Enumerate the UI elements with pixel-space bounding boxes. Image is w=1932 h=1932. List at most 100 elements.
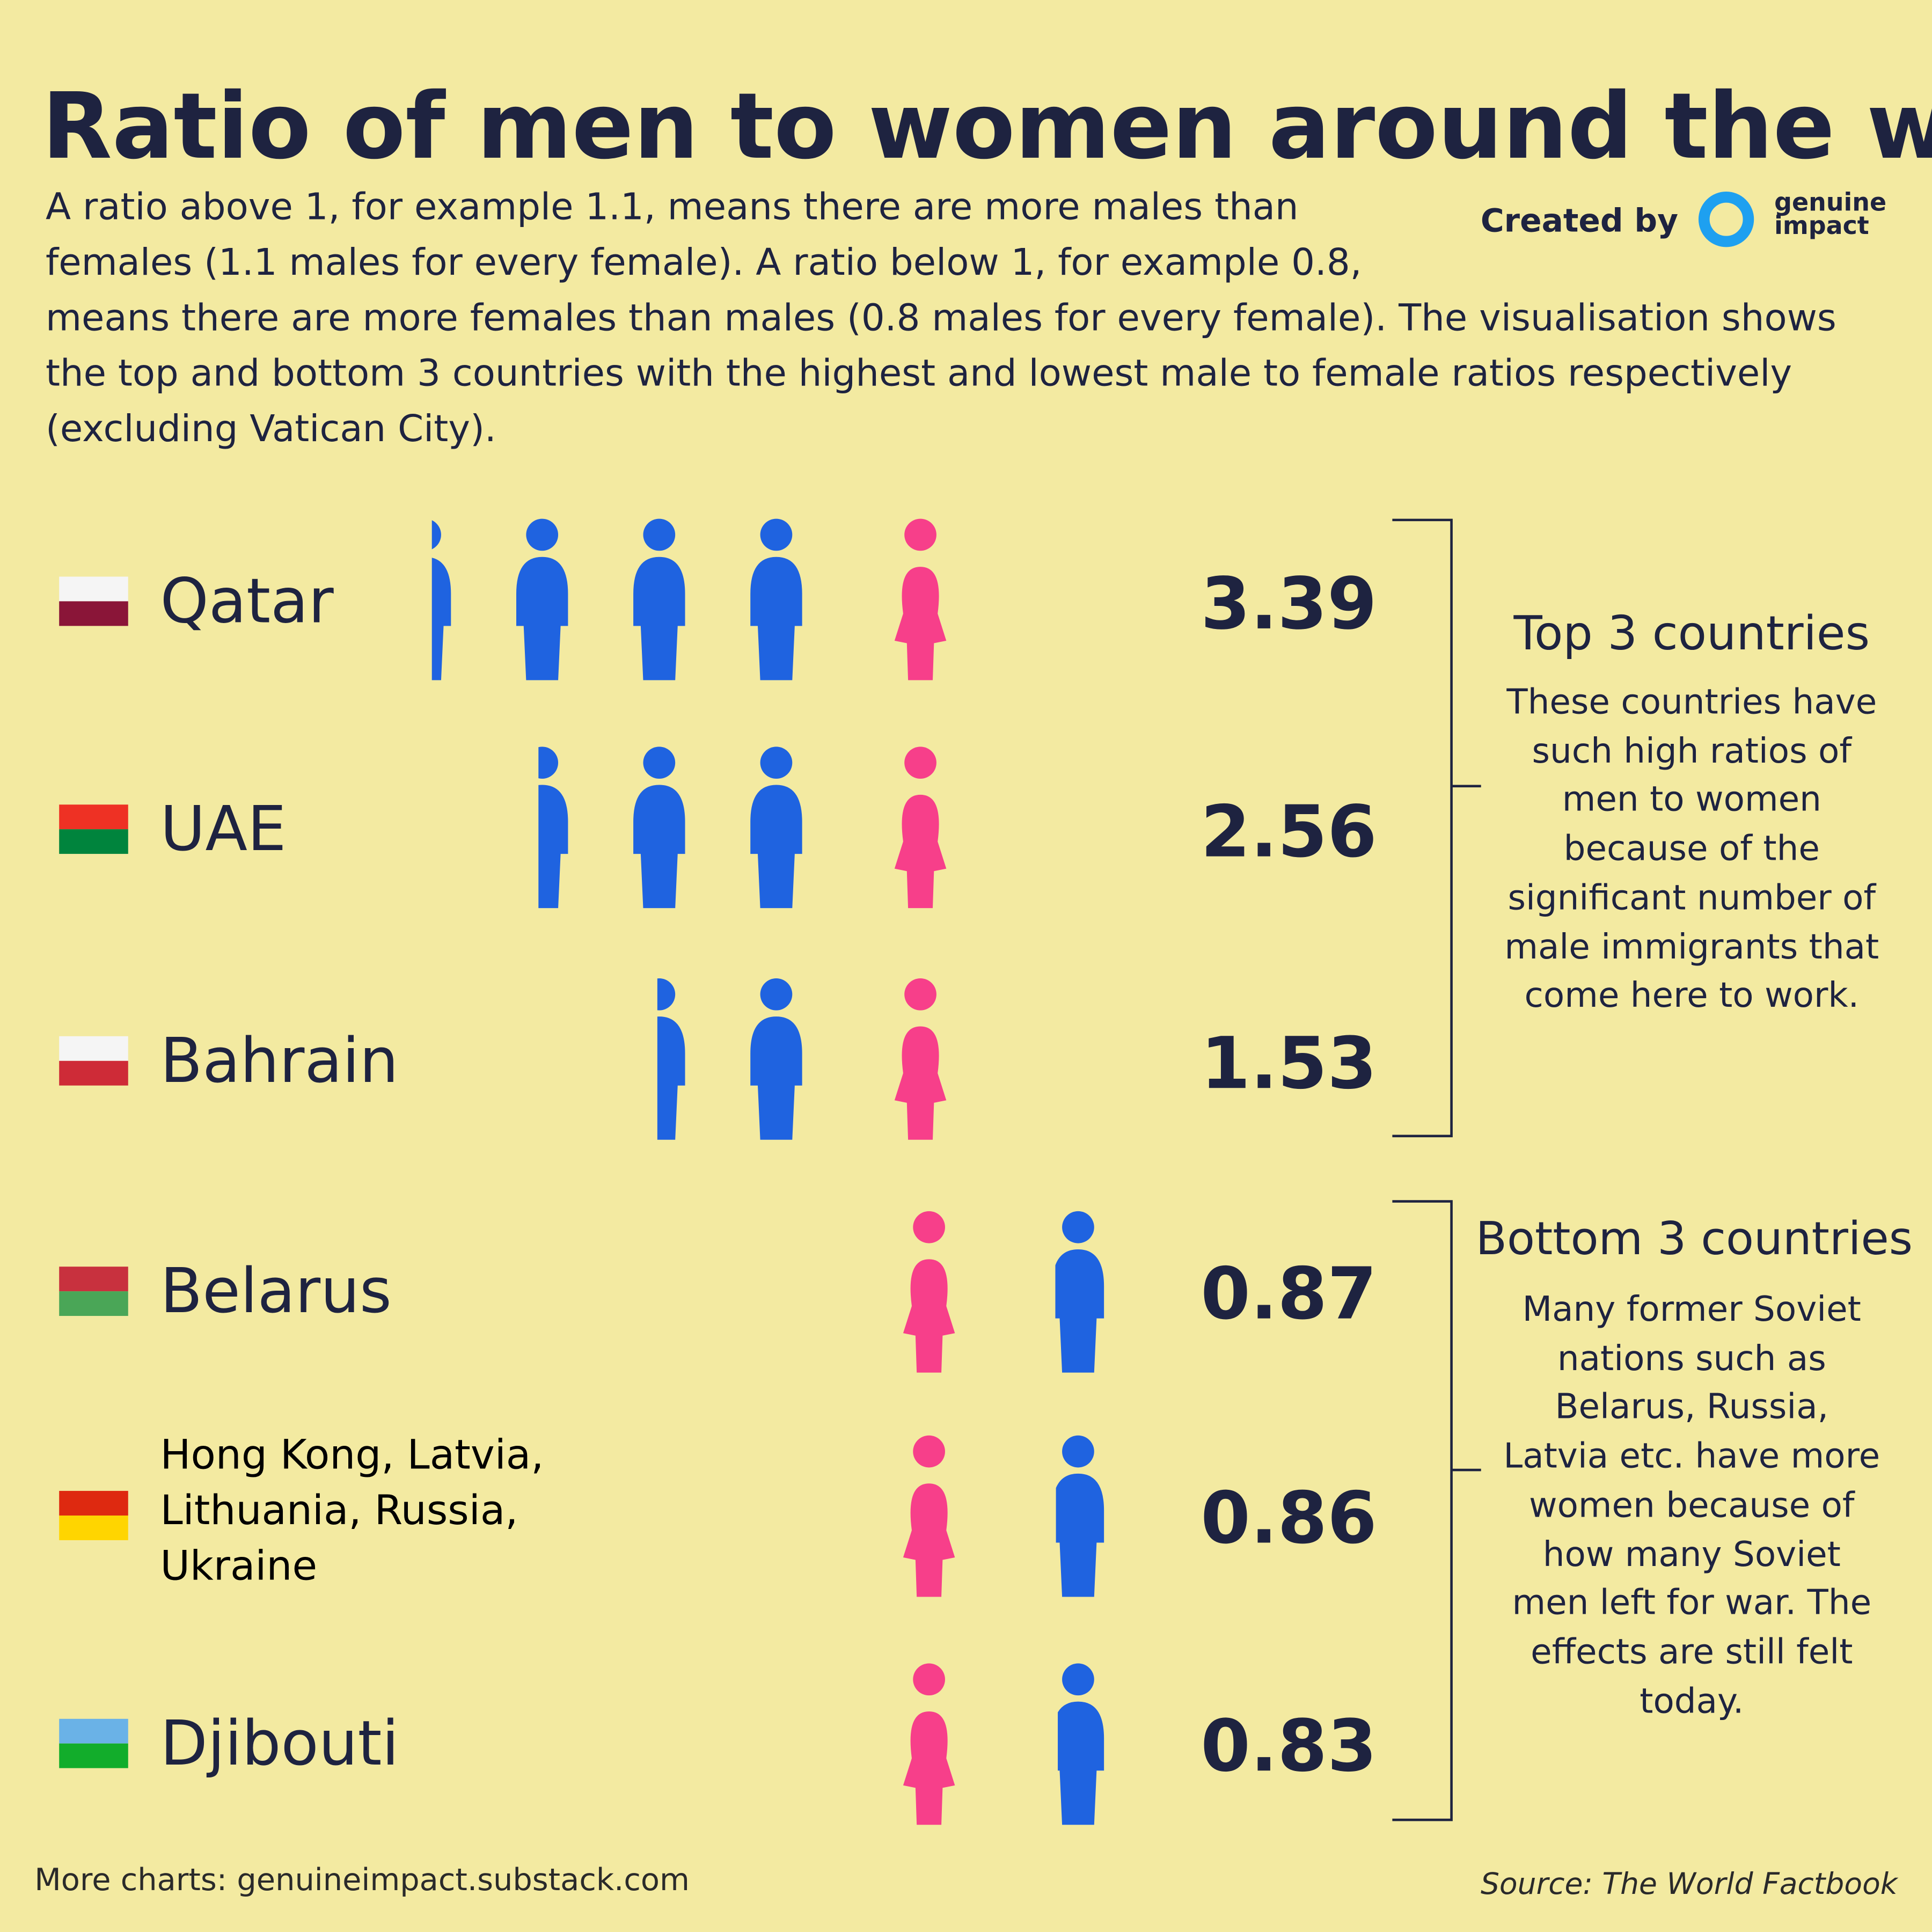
footer: More charts: genuineimpact.substack.com	[34, 1862, 690, 1898]
flag	[59, 829, 128, 854]
head	[643, 518, 676, 551]
row: Hong Kong, Latvia, Lithuania, Russia, Uk…	[59, 1431, 1377, 1597]
flag	[59, 1060, 128, 1086]
flag	[59, 1267, 128, 1292]
body	[633, 785, 685, 909]
flag	[59, 804, 128, 830]
group-text-box: These countries have such high ratios of…	[1504, 681, 1879, 1016]
male-icon	[750, 518, 802, 680]
rows: Qatar 3.39 UAE 2.56 Bahrain 1.53 Belarus 0.87 Ho…	[59, 518, 1377, 1825]
male-icon	[657, 978, 685, 1140]
category-label: Belarus	[160, 1255, 391, 1327]
body	[1056, 1473, 1104, 1597]
male-icon-shape	[750, 747, 802, 909]
head	[538, 747, 559, 779]
brand: genuine impact	[1774, 191, 1887, 240]
category-label: Qatar	[160, 565, 334, 637]
body	[633, 557, 685, 680]
value-label: 0.87	[1201, 1253, 1377, 1336]
group-text-box: Many former Soviet nations such as Belar…	[1503, 1289, 1880, 1721]
male-icon-shape	[633, 747, 685, 909]
body	[903, 1711, 955, 1825]
male-icon	[1055, 1211, 1104, 1373]
row: Qatar 3.39	[59, 518, 1377, 680]
female-icon	[894, 518, 947, 680]
row: Djibouti 0.83	[59, 1663, 1377, 1825]
head	[657, 978, 676, 1011]
head	[1062, 1211, 1094, 1243]
body	[903, 1259, 955, 1373]
flag	[59, 1491, 128, 1516]
male-icon-shape	[516, 518, 568, 680]
body	[657, 1016, 685, 1140]
male-icon	[516, 518, 568, 680]
male-icon-shape	[750, 978, 802, 1140]
male-icon-shape	[1058, 1663, 1104, 1825]
male-icon-shape	[431, 520, 451, 680]
female-icon-shape	[903, 1663, 955, 1825]
flag	[59, 1515, 128, 1540]
female-icon-shape	[894, 978, 947, 1140]
body	[1055, 1249, 1104, 1373]
source: Source: The World Factbook	[1481, 1867, 1899, 1901]
group-text: These countries have such high ratios of…	[1504, 681, 1879, 1016]
subtitle-box: A ratio above 1, for example 1.1, means …	[46, 186, 1836, 451]
body	[750, 785, 802, 909]
head	[904, 978, 936, 1011]
head	[643, 747, 676, 779]
body	[516, 557, 568, 680]
row: UAE 2.56	[59, 747, 1377, 909]
female-icon-shape	[903, 1435, 955, 1597]
male-icon	[538, 747, 568, 909]
category-label: Bahrain	[160, 1025, 398, 1097]
body	[894, 1026, 947, 1140]
male-icon	[633, 747, 685, 909]
body	[750, 1016, 802, 1140]
body	[894, 567, 947, 680]
male-icon	[1058, 1663, 1104, 1825]
male-icon	[750, 978, 802, 1140]
group-label: Top 3 countries	[1513, 606, 1870, 661]
male-icon-shape	[538, 747, 568, 909]
head	[913, 1211, 945, 1243]
male-icon-shape	[750, 518, 802, 680]
body	[431, 558, 451, 680]
brand-box: genuine impact	[1774, 191, 1887, 240]
flag	[59, 601, 128, 626]
male-icon	[750, 747, 802, 909]
flag	[59, 1743, 128, 1768]
row: Bahrain 1.53	[59, 978, 1377, 1140]
group-text: Many former Soviet nations such as Belar…	[1503, 1289, 1880, 1721]
head	[760, 747, 793, 779]
group-label: Bottom 3 countries	[1476, 1212, 1913, 1265]
body	[538, 785, 568, 909]
value-label: 0.83	[1201, 1704, 1377, 1788]
value-label: 2.56	[1201, 791, 1377, 874]
head	[760, 978, 793, 1011]
female-icon	[894, 747, 947, 909]
body	[750, 557, 802, 680]
head	[904, 747, 936, 779]
category-label: Djibouti	[160, 1708, 399, 1780]
flag	[59, 1718, 128, 1744]
male-icon-shape	[1055, 1211, 1104, 1373]
female-icon-shape	[903, 1211, 955, 1373]
head	[1062, 1435, 1094, 1468]
head	[1062, 1663, 1094, 1696]
value-label: 1.53	[1201, 1022, 1377, 1105]
value-label: 3.39	[1201, 562, 1377, 646]
flag	[59, 1291, 128, 1316]
body	[1058, 1701, 1104, 1825]
female-icon-shape	[894, 747, 947, 909]
male-icon-shape	[1056, 1435, 1104, 1597]
value-label: 0.86	[1201, 1476, 1377, 1560]
head	[431, 520, 441, 550]
head	[526, 518, 559, 551]
top-bracket	[1392, 518, 1481, 1138]
head	[913, 1663, 945, 1696]
body	[894, 794, 947, 909]
female-icon-shape	[894, 518, 947, 680]
